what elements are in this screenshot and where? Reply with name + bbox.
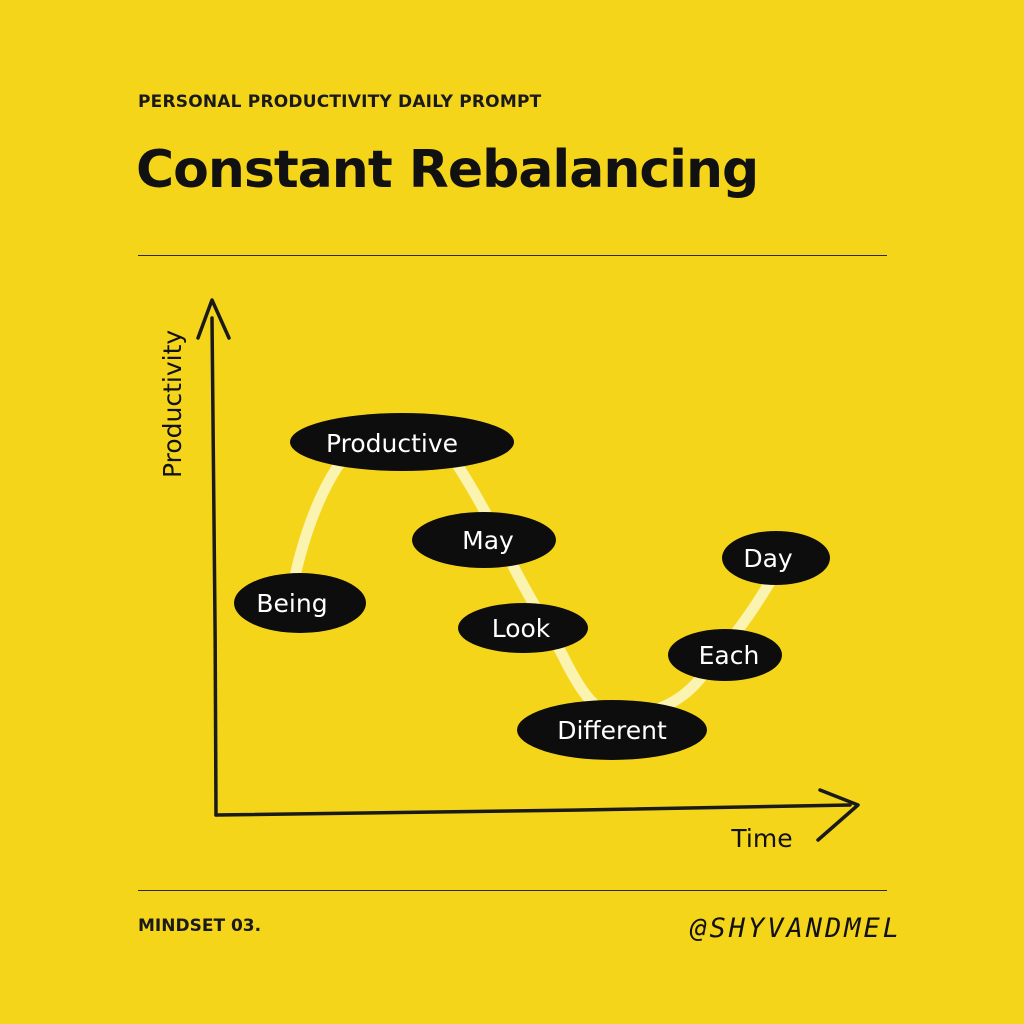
top-divider xyxy=(138,255,887,256)
bottom-divider xyxy=(138,890,887,891)
word-pill-being: Being xyxy=(234,573,366,633)
word-pill-productive: Productive xyxy=(290,413,514,471)
word-may: May xyxy=(462,526,514,555)
kicker-label: PERSONAL PRODUCTIVITY DAILY PROMPT xyxy=(138,92,542,112)
word-being: Being xyxy=(256,589,327,618)
word-pill-may: May xyxy=(412,512,556,568)
y-axis-arrowhead xyxy=(196,298,231,340)
word-each: Each xyxy=(699,641,760,670)
author-handle: @SHYVANDMEL xyxy=(690,913,902,944)
page-title: Constant Rebalancing xyxy=(136,140,759,200)
x-axis-line xyxy=(214,803,852,817)
y-axis-label: Productivity xyxy=(158,330,187,478)
word-pill-look: Look xyxy=(458,603,588,653)
series-label: MINDSET 03. xyxy=(138,916,262,936)
y-axis-line xyxy=(210,316,218,817)
x-axis-arrowhead xyxy=(816,788,860,842)
word-pill-day: Day xyxy=(722,531,830,585)
word-different: Different xyxy=(557,716,667,745)
word-look: Look xyxy=(492,614,551,643)
word-day: Day xyxy=(743,544,793,573)
word-pill-different: Different xyxy=(517,700,707,760)
word-pill-each: Each xyxy=(668,629,782,681)
x-axis-label: Time xyxy=(730,824,792,853)
word-productive: Productive xyxy=(326,429,458,458)
